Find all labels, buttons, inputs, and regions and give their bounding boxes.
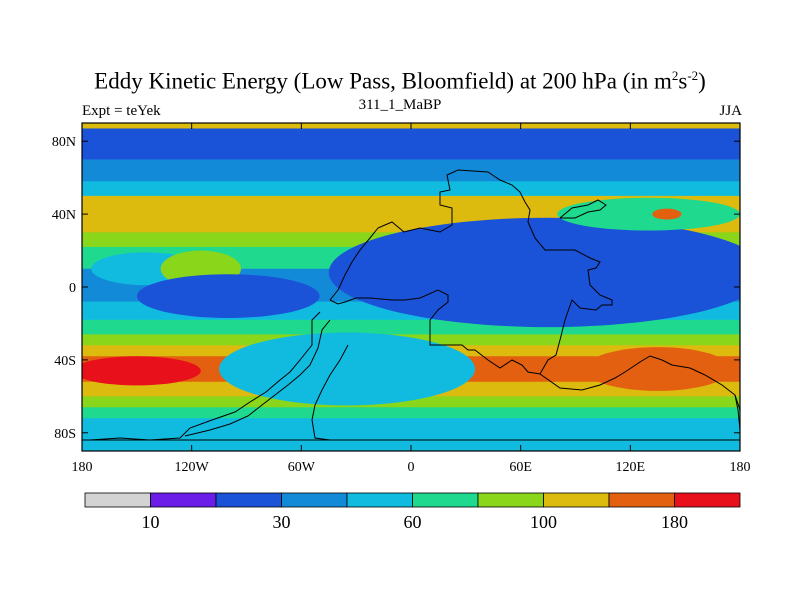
- axes-layer: 180 120W 60W 0 60E 120E 180 80N 40N 0 40S 80S: [52, 123, 751, 475]
- x-tick-label-0: 180: [72, 460, 93, 475]
- colorbar-box-2: [215, 492, 282, 508]
- chart-title-sup2: -2: [687, 68, 699, 83]
- field-band-1: [82, 128, 740, 160]
- field-band-3: [82, 181, 740, 197]
- colorbar-box-4: [346, 492, 413, 508]
- x-tick-label-5: 120E: [616, 460, 646, 475]
- y-tick-label-1: 40N: [52, 208, 76, 223]
- colorbar-label-3: 100: [530, 512, 557, 532]
- field-band-9: [82, 319, 740, 335]
- colorbar-box-7: [543, 492, 610, 508]
- colorbar-box-6: [477, 492, 544, 508]
- continent-outline-south-2: [184, 319, 331, 437]
- field-feature-7: [219, 332, 475, 406]
- y-tick-label-3: 40S: [54, 354, 76, 369]
- field-feature-9: [584, 347, 731, 391]
- y-tick-label-2: 0: [69, 281, 76, 296]
- chart-title-main: Eddy Kinetic Energy (Low Pass, Bloomfiel…: [94, 68, 672, 94]
- field-band-2: [82, 159, 740, 182]
- chart-title: Eddy Kinetic Energy (Low Pass, Bloomfiel…: [0, 68, 800, 95]
- colorbar-box-0: [84, 492, 151, 508]
- colorbar: 10 30 60 100 180: [84, 492, 741, 532]
- colorbar-box-5: [412, 492, 479, 508]
- continent-outline-east-2: [734, 394, 740, 431]
- chart-title-mid: s: [678, 68, 688, 94]
- colorbar-label-0: 10: [142, 512, 160, 532]
- continent-outline-north: [329, 169, 613, 375]
- continent-outline-arctic-islands: [559, 199, 607, 219]
- field-feature-8: [82, 356, 201, 386]
- continent-outline-east: [539, 355, 740, 411]
- chart-title-end: ): [698, 68, 706, 94]
- chart-subtitle: 311_1_MaBP: [358, 97, 442, 113]
- field-feature-3: [652, 208, 682, 220]
- field-band-14: [82, 396, 740, 408]
- x-tick-label-2: 60W: [288, 460, 316, 475]
- x-tick-label-3: 0: [408, 460, 415, 475]
- colorbar-label-2: 60: [404, 512, 422, 532]
- field-layer: [82, 123, 740, 451]
- x-tick-label-1: 120W: [175, 460, 210, 475]
- continent-outline-south-3: [311, 344, 349, 441]
- colorbar-box-1: [150, 492, 217, 508]
- continent-outline-south-1: [82, 311, 321, 441]
- x-tick-label-6: 180: [730, 460, 751, 475]
- field-feature-1: [328, 217, 740, 328]
- y-tick-label-4: 80S: [54, 427, 76, 442]
- x-tick-label-4: 60E: [509, 460, 532, 475]
- coastline-layer: [82, 169, 740, 441]
- chart-title-sup1: 2: [671, 68, 679, 83]
- season-label: JJA: [719, 103, 742, 119]
- colorbar-label-1: 30: [273, 512, 291, 532]
- colorbar-box-9: [674, 492, 741, 508]
- field-feature-6: [136, 274, 320, 318]
- experiment-label: Expt = teYek: [82, 103, 161, 119]
- colorbar-label-4: 180: [661, 512, 688, 532]
- colorbar-box-3: [281, 492, 348, 508]
- field-band-15: [82, 407, 740, 419]
- y-tick-label-0: 80N: [52, 135, 76, 150]
- field-feature-2: [557, 197, 740, 231]
- colorbar-box-8: [608, 492, 675, 508]
